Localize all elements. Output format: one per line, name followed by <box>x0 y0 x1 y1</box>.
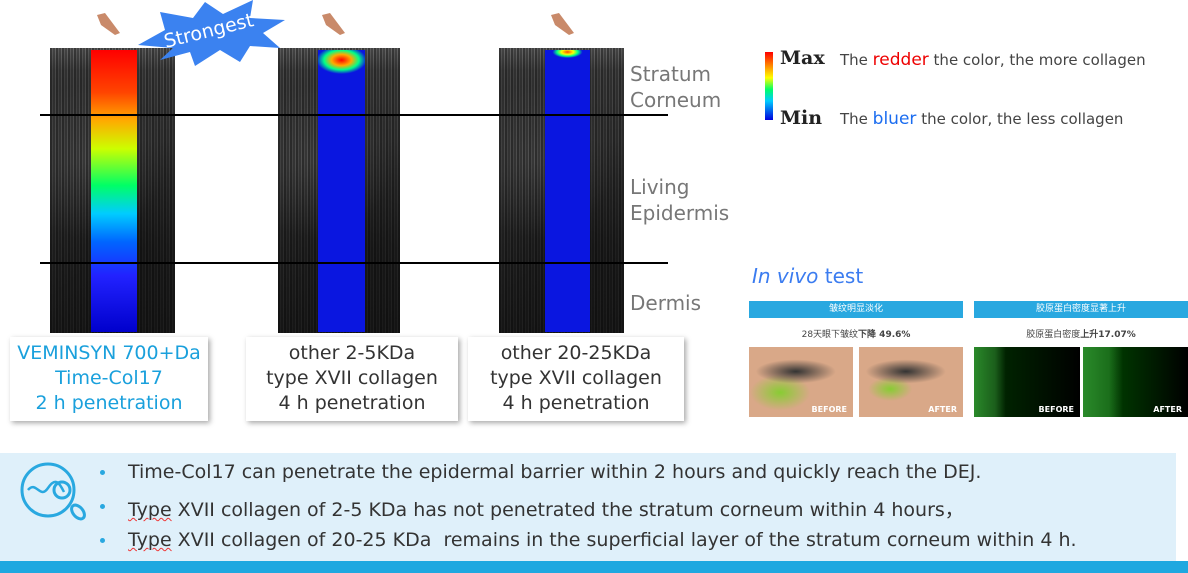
strongest-badge: Strongest <box>135 0 290 68</box>
label-living-epidermis: Living Epidermis <box>630 175 730 225</box>
caption-20-25kda: other 20-25KDa type XVII collagen 4 h pene… <box>468 337 684 421</box>
text: The <box>840 110 873 128</box>
before-label: BEFORE <box>811 405 847 414</box>
panel1-sub: 28天眼下皱纹下降 49.6% <box>749 327 963 340</box>
stratum-boundary-line <box>40 114 668 116</box>
bullet-1: Time-Col17 can penetrate the epidermal b… <box>128 461 981 483</box>
text: Type <box>128 529 172 551</box>
caption-2-5kda: other 2-5KDa type XVII collagen 4 h penetr… <box>246 337 458 421</box>
after-label: AFTER <box>1153 405 1182 414</box>
dermis-boundary-line <box>40 262 668 264</box>
text: the color, the less collagen <box>916 110 1124 128</box>
before-label: BEFORE <box>1038 405 1074 414</box>
face-before-photo: BEFORE <box>749 347 853 417</box>
magnifier-collagen-icon <box>20 462 86 528</box>
caption-line: type XVII collagen <box>266 367 438 389</box>
color-scale-bar <box>765 52 773 120</box>
bullet-dot <box>100 504 105 509</box>
after-label: AFTER <box>928 405 957 414</box>
text: The <box>840 51 873 69</box>
legend-min: Min <box>780 107 823 129</box>
pointing-hand-icon <box>95 13 121 35</box>
caption-line: other 2-5KDa <box>288 342 416 364</box>
starburst-icon <box>138 0 285 66</box>
heatmap-strip-2-5kda <box>318 50 365 332</box>
caption-line: VEMINSYN 700+Da <box>17 342 201 364</box>
bluer-highlight: bluer <box>872 109 917 129</box>
text: 下降 49.6% <box>858 330 911 340</box>
text: Type <box>128 499 172 521</box>
legend-max-text: The redder the color, the more collagen <box>840 50 1146 70</box>
panel1-header: 皱纹明显淡化 <box>749 301 963 318</box>
caption-line: 4 h penetration <box>278 392 426 414</box>
caption-line: type XVII collagen <box>490 367 662 389</box>
text: XVII collagen of 2-5 KDa has not penetra… <box>171 499 964 521</box>
bullet-dot <box>100 470 105 475</box>
text: 上升17.07% <box>1080 330 1136 340</box>
summary-band <box>0 453 1176 561</box>
text: 胶原蛋白密度 <box>1026 330 1081 340</box>
caption-line: Time-Col17 <box>55 367 163 389</box>
collagen-after-image: AFTER <box>1083 347 1188 417</box>
title-rest: test <box>818 264 864 288</box>
face-after-photo: AFTER <box>859 347 963 417</box>
in-vivo-title: In vivo test <box>752 264 863 288</box>
caption-line: other 20-25KDa <box>500 342 652 364</box>
pointing-hand-icon <box>320 13 346 35</box>
bullet-3: Type XVII collagen of 20-25 KDa remains … <box>128 529 1077 551</box>
bullet-2: Type XVII collagen of 2-5 KDa has not pe… <box>128 495 964 522</box>
text: 28天眼下皱纹 <box>801 330 859 340</box>
pointing-hand-icon <box>549 13 575 35</box>
label-dermis: Dermis <box>630 291 702 315</box>
legend-min-text: The bluer the color, the less collagen <box>840 109 1123 129</box>
label-stratum-corneum: Stratum Corneum <box>630 62 722 112</box>
bullet-dot <box>100 538 105 543</box>
legend-max: Max <box>780 47 825 69</box>
title-italic: In vivo <box>752 264 819 288</box>
bottom-accent-bar <box>0 561 1188 573</box>
heatmap-strip-time-col17 <box>91 50 137 332</box>
caption-line: 2 h penetration <box>35 392 183 414</box>
heatmap-strip-20-25kda <box>545 50 590 332</box>
collagen-before-image: BEFORE <box>974 347 1080 417</box>
caption-time-col17: VEMINSYN 700+Da Time-Col17 2 h penetration <box>10 337 208 421</box>
redder-highlight: redder <box>872 50 929 70</box>
text: Time-Col17 can penetrate the epidermal b… <box>128 461 982 483</box>
panel2-header: 胶原蛋白密度显著上升 <box>974 301 1188 318</box>
text: XVII collagen of 20-25 KDa remains in th… <box>171 529 1077 551</box>
caption-line: 4 h penetration <box>502 392 650 414</box>
panel2-sub: 胶原蛋白密度上升17.07% <box>974 327 1188 340</box>
text: the color, the more collagen <box>928 51 1146 69</box>
